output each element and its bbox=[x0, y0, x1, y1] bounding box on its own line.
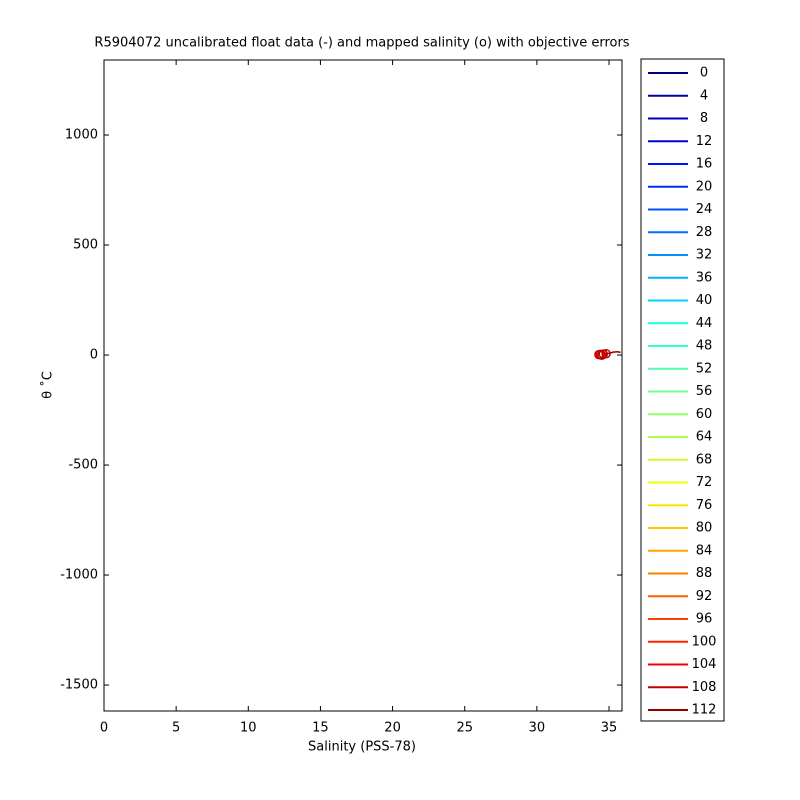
legend-label: 60 bbox=[696, 407, 713, 422]
x-tick-label: 35 bbox=[601, 721, 618, 736]
y-tick-label: -1500 bbox=[60, 678, 98, 693]
y-axis-label: θ ˚C bbox=[40, 371, 56, 399]
legend-label: 32 bbox=[696, 248, 713, 263]
legend-label: 56 bbox=[696, 384, 713, 399]
legend-label: 16 bbox=[696, 157, 713, 172]
legend-label: 92 bbox=[696, 589, 713, 604]
plot-frame bbox=[103, 59, 623, 712]
legend-label: 44 bbox=[696, 316, 713, 331]
x-tick-label: 20 bbox=[384, 721, 401, 736]
legend-label: 84 bbox=[696, 543, 713, 558]
mapped-point bbox=[601, 348, 611, 359]
x-tick-label: 15 bbox=[312, 721, 329, 736]
legend-label: 28 bbox=[696, 225, 713, 240]
legend-box bbox=[640, 58, 725, 722]
legend-label: 4 bbox=[700, 88, 708, 103]
y-tick-label: -1000 bbox=[60, 568, 98, 583]
legend-label: 80 bbox=[696, 521, 713, 536]
x-tick-label: 0 bbox=[100, 721, 108, 736]
y-tick-label: 0 bbox=[90, 348, 98, 363]
legend-label: 20 bbox=[696, 179, 713, 194]
legend-label: 24 bbox=[696, 202, 713, 217]
legend-label: 64 bbox=[696, 430, 713, 445]
legend-label: 96 bbox=[696, 612, 713, 627]
legend-label: 108 bbox=[692, 680, 717, 695]
legend-label: 88 bbox=[696, 566, 713, 581]
legend-label: 72 bbox=[696, 475, 713, 490]
x-tick-label: 30 bbox=[529, 721, 546, 736]
y-tick-label: 1000 bbox=[65, 128, 98, 143]
x-axis-label: Salinity (PSS-78) bbox=[308, 740, 416, 755]
x-tick-label: 10 bbox=[240, 721, 257, 736]
legend-label: 36 bbox=[696, 270, 713, 285]
legend-label: 112 bbox=[692, 703, 717, 718]
mapped-point bbox=[595, 349, 606, 360]
y-tick-label: 500 bbox=[73, 238, 98, 253]
legend-label: 12 bbox=[696, 134, 713, 149]
x-tick-label: 25 bbox=[456, 721, 473, 736]
legend-label: 68 bbox=[696, 452, 713, 467]
legend-label: 76 bbox=[696, 498, 713, 513]
x-tick-label: 5 bbox=[172, 721, 180, 736]
legend-label: 52 bbox=[696, 361, 713, 376]
legend-label: 40 bbox=[696, 293, 713, 308]
chart-title: R5904072 uncalibrated float data (-) and… bbox=[94, 36, 629, 51]
legend-label: 0 bbox=[700, 66, 708, 81]
legend-label: 48 bbox=[696, 339, 713, 354]
legend-label: 8 bbox=[700, 111, 708, 126]
legend-label: 104 bbox=[692, 657, 717, 672]
y-tick-label: -500 bbox=[68, 458, 98, 473]
legend-label: 100 bbox=[692, 634, 717, 649]
